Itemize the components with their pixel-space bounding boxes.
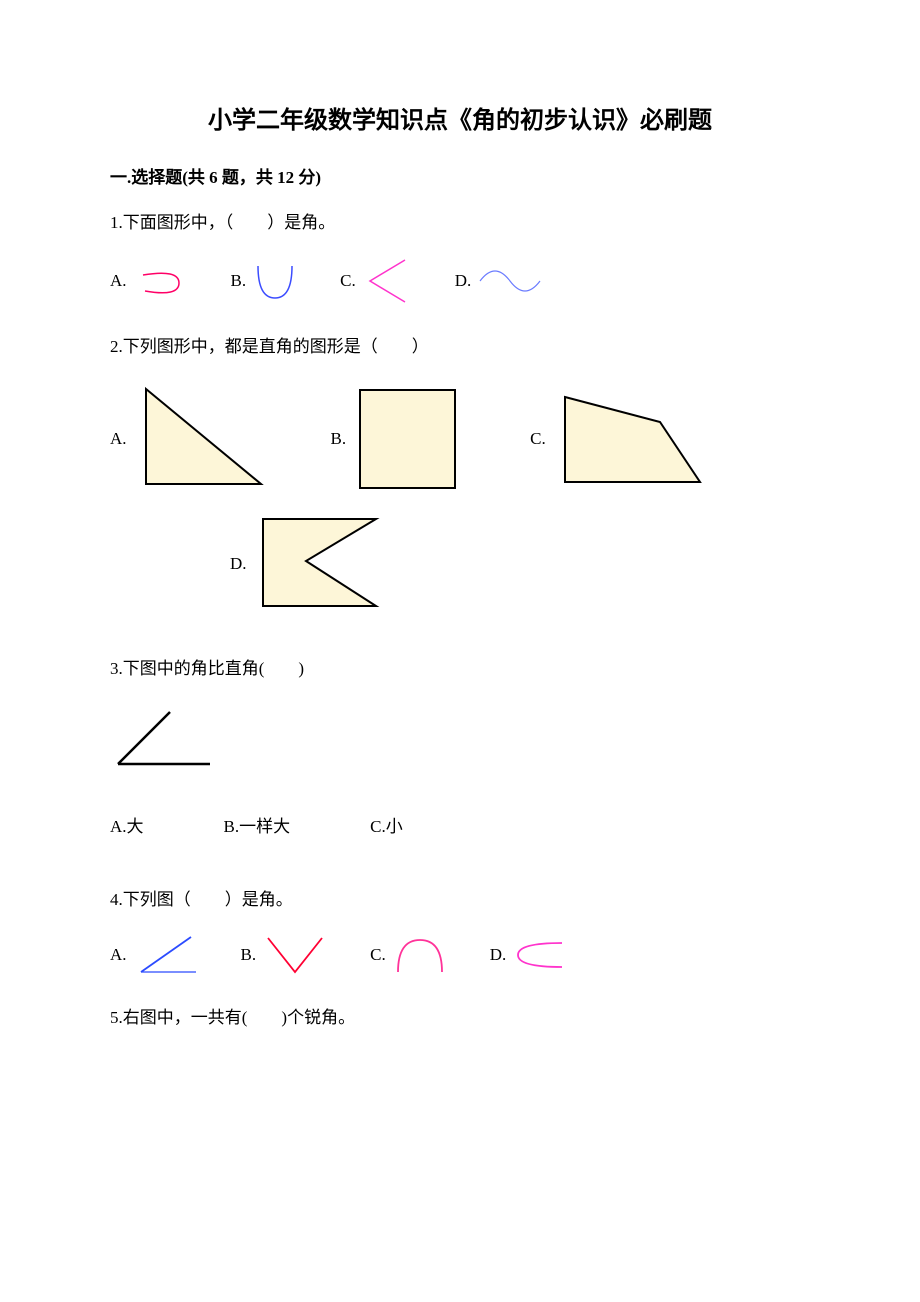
quadrilateral-icon — [550, 387, 710, 492]
option-label: C. — [340, 271, 356, 291]
concave-pentagon-icon — [251, 511, 391, 616]
q2-option-d: D. — [230, 511, 391, 616]
arch-curve-icon — [390, 934, 450, 976]
question-4-text: 4.下列图（ ）是角。 — [110, 887, 810, 913]
worksheet-page: 小学二年级数学知识点《角的初步认识》必刷题 一.选择题(共 6 题，共 12 分… — [0, 0, 920, 1111]
q1-option-a: A. — [110, 261, 191, 301]
q1-option-c: C. — [340, 256, 415, 306]
question-1-text: 1.下面图形中，（ ）是角。 — [110, 210, 810, 236]
option-label: B. — [231, 271, 247, 291]
square-icon — [350, 382, 470, 497]
option-label: C. — [370, 945, 386, 965]
q4-option-d: D. — [490, 935, 571, 975]
sine-wave-icon — [475, 261, 545, 301]
question-3-options: A.大 B.一样大 C.小 — [110, 812, 810, 837]
open-curve-icon — [131, 261, 191, 301]
question-2-options-row1: A. B. C. — [110, 379, 810, 499]
angle-left-icon — [360, 256, 415, 306]
open-curve-left-icon — [510, 935, 570, 975]
page-title: 小学二年级数学知识点《角的初步认识》必刷题 — [110, 100, 810, 135]
section-header: 一.选择题(共 6 题，共 12 分) — [110, 163, 810, 188]
option-label: D. — [490, 945, 507, 965]
question-2-options-row2: D. — [230, 511, 810, 616]
q2-option-a: A. — [110, 379, 271, 499]
option-label: A. — [110, 945, 127, 965]
option-label: A. — [110, 429, 127, 449]
q3-option-b: B.一样大 — [224, 812, 291, 837]
option-label: B. — [241, 945, 257, 965]
right-triangle-icon — [131, 379, 271, 499]
question-4-options: A. B. C. D. — [110, 932, 810, 977]
q4-option-b: B. — [241, 932, 331, 977]
u-curve-icon — [250, 260, 300, 302]
acute-angle-icon — [110, 702, 220, 772]
q4-option-c: C. — [370, 934, 450, 976]
q3-option-c: C.小 — [370, 812, 403, 837]
question-5-text: 5.右图中，一共有( )个锐角。 — [110, 1005, 810, 1031]
q2-option-c: C. — [530, 387, 710, 492]
question-1-options: A. B. C. D. — [110, 256, 810, 306]
q1-option-b: B. — [231, 260, 301, 302]
option-label: D. — [230, 554, 247, 574]
option-label: B. — [331, 429, 347, 449]
q3-option-a: A.大 — [110, 812, 144, 837]
option-label: A. — [110, 271, 127, 291]
question-3-text: 3.下图中的角比直角( ) — [110, 656, 810, 682]
q3-angle-figure — [110, 702, 810, 772]
option-label: D. — [455, 271, 472, 291]
q1-option-d: D. — [455, 261, 546, 301]
question-2-text: 2.下列图形中，都是直角的图形是（ ） — [110, 334, 810, 360]
angle-acute-icon — [131, 932, 201, 977]
option-label: C. — [530, 429, 546, 449]
q4-option-a: A. — [110, 932, 201, 977]
q2-option-b: B. — [331, 382, 471, 497]
v-shape-icon — [260, 932, 330, 977]
